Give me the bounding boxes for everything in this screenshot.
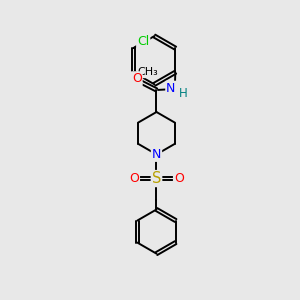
Text: S: S: [152, 171, 161, 186]
Text: N: N: [152, 148, 161, 161]
Text: CH₃: CH₃: [137, 67, 158, 77]
Text: N: N: [166, 82, 176, 95]
Text: Cl: Cl: [137, 35, 149, 48]
Text: O: O: [129, 172, 139, 185]
Text: O: O: [132, 72, 142, 85]
Text: O: O: [174, 172, 184, 185]
Text: H: H: [179, 87, 188, 100]
